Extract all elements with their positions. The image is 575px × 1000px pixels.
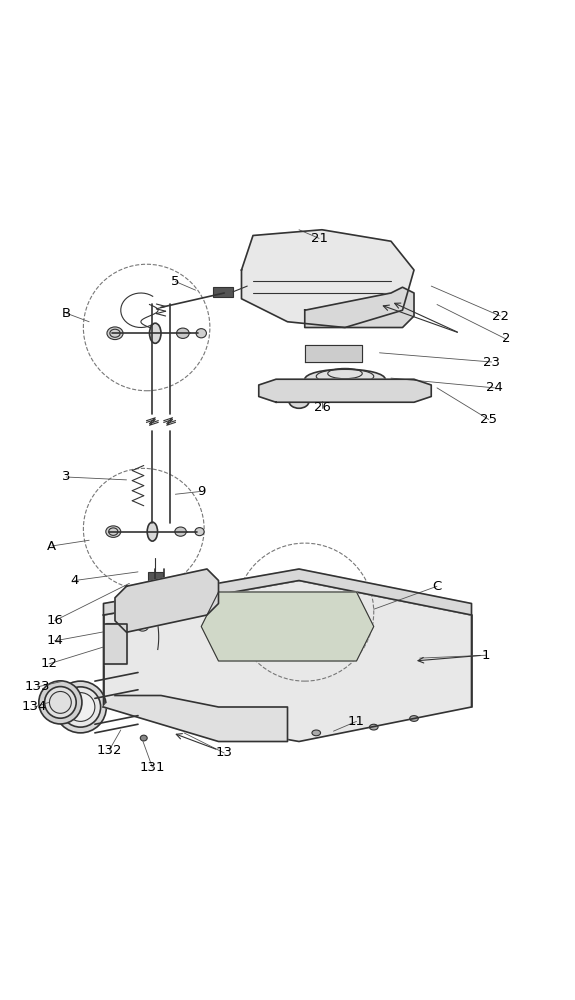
Text: 132: 132 xyxy=(97,744,122,757)
Ellipse shape xyxy=(409,716,419,721)
FancyBboxPatch shape xyxy=(106,633,121,641)
Ellipse shape xyxy=(177,328,189,338)
Ellipse shape xyxy=(140,735,147,741)
Text: 13: 13 xyxy=(216,746,233,760)
Ellipse shape xyxy=(312,730,321,736)
Text: 26: 26 xyxy=(313,401,331,414)
Ellipse shape xyxy=(147,522,158,541)
Text: 5: 5 xyxy=(171,275,179,288)
Ellipse shape xyxy=(106,526,121,537)
Polygon shape xyxy=(104,580,471,742)
Text: 9: 9 xyxy=(197,485,205,498)
FancyBboxPatch shape xyxy=(148,572,163,580)
Text: 134: 134 xyxy=(22,700,47,714)
Text: 24: 24 xyxy=(486,381,503,394)
Ellipse shape xyxy=(39,681,82,724)
Polygon shape xyxy=(259,379,431,402)
Text: 4: 4 xyxy=(71,574,79,587)
Polygon shape xyxy=(104,569,471,615)
FancyBboxPatch shape xyxy=(106,644,121,652)
Ellipse shape xyxy=(305,369,385,389)
Text: 12: 12 xyxy=(40,657,58,670)
FancyBboxPatch shape xyxy=(316,638,327,651)
Text: 3: 3 xyxy=(62,471,70,484)
Polygon shape xyxy=(104,624,126,664)
Text: 25: 25 xyxy=(480,413,497,426)
Ellipse shape xyxy=(60,687,101,727)
Ellipse shape xyxy=(150,323,161,343)
Text: 133: 133 xyxy=(25,680,50,693)
Text: 21: 21 xyxy=(310,232,328,245)
Ellipse shape xyxy=(55,681,106,733)
Polygon shape xyxy=(305,345,362,362)
Ellipse shape xyxy=(196,329,206,338)
Ellipse shape xyxy=(370,724,378,730)
Text: C: C xyxy=(432,580,442,593)
Text: A: A xyxy=(47,540,56,552)
Polygon shape xyxy=(115,569,218,632)
Text: 131: 131 xyxy=(140,761,165,774)
Polygon shape xyxy=(201,592,374,661)
Text: 22: 22 xyxy=(492,310,509,322)
Text: 16: 16 xyxy=(46,614,63,627)
Ellipse shape xyxy=(66,693,95,721)
Text: 2: 2 xyxy=(502,332,510,345)
Polygon shape xyxy=(305,287,414,327)
Ellipse shape xyxy=(107,327,123,340)
FancyBboxPatch shape xyxy=(106,623,121,631)
Ellipse shape xyxy=(124,616,138,628)
Text: 1: 1 xyxy=(482,649,490,662)
FancyBboxPatch shape xyxy=(213,287,233,297)
FancyBboxPatch shape xyxy=(334,638,344,651)
Text: B: B xyxy=(62,307,71,320)
Ellipse shape xyxy=(195,528,204,536)
Text: 14: 14 xyxy=(46,634,63,647)
Ellipse shape xyxy=(289,394,309,408)
Text: 11: 11 xyxy=(348,715,365,728)
Ellipse shape xyxy=(45,687,76,718)
Text: 23: 23 xyxy=(483,356,500,368)
FancyBboxPatch shape xyxy=(351,638,361,651)
Ellipse shape xyxy=(175,527,186,536)
Polygon shape xyxy=(104,696,288,742)
Polygon shape xyxy=(242,230,414,327)
